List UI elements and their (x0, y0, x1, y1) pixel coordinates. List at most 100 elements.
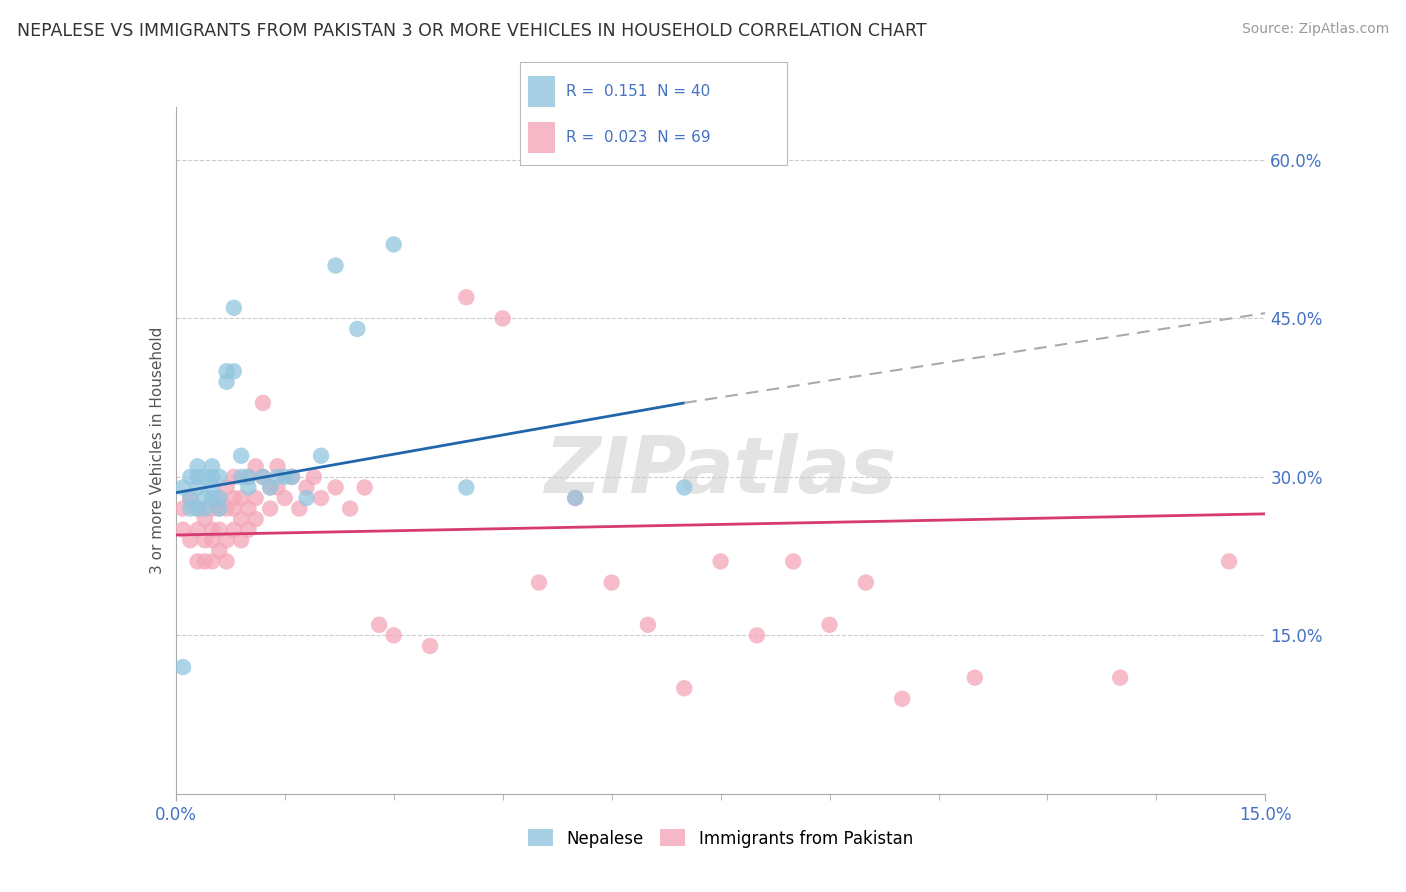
Point (288, 501, 311, 516)
Point (855, 575, 877, 590)
Point (266, 459, 288, 474)
Point (252, 396, 274, 410)
Point (194, 501, 217, 516)
Point (238, 480, 260, 494)
Point (194, 491, 217, 505)
Point (201, 491, 224, 505)
FancyBboxPatch shape (529, 76, 555, 106)
Point (492, 311, 515, 326)
Point (231, 512, 253, 526)
Point (266, 480, 288, 494)
Point (186, 480, 209, 494)
Point (259, 480, 281, 494)
Point (222, 364, 245, 378)
Point (891, 691, 914, 706)
Point (208, 491, 231, 505)
Point (1109, 671, 1132, 685)
Text: R =  0.023  N = 69: R = 0.023 N = 69 (565, 130, 710, 145)
Point (215, 554, 238, 568)
Point (274, 491, 297, 505)
Point (186, 501, 209, 516)
Point (238, 470, 260, 484)
Text: ZIPatlas: ZIPatlas (544, 433, 897, 509)
Point (201, 554, 224, 568)
Point (673, 480, 696, 494)
Point (252, 470, 274, 484)
Point (231, 533, 253, 548)
Text: Source: ZipAtlas.com: Source: ZipAtlas.com (1241, 22, 1389, 37)
Point (325, 480, 347, 494)
Point (208, 523, 231, 537)
Point (194, 470, 217, 484)
Point (231, 449, 253, 463)
Point (309, 449, 332, 463)
Point (222, 491, 245, 505)
Point (179, 491, 201, 505)
Point (963, 671, 986, 685)
Y-axis label: 3 or more Vehicles in Household: 3 or more Vehicles in Household (149, 326, 165, 574)
Point (222, 301, 245, 315)
Point (208, 491, 231, 505)
Point (222, 523, 245, 537)
Point (600, 575, 623, 590)
Point (186, 523, 209, 537)
Point (201, 459, 224, 474)
Point (208, 470, 231, 484)
Point (208, 544, 231, 558)
Point (231, 491, 253, 505)
Point (325, 259, 347, 273)
Point (252, 470, 274, 484)
Point (1218, 554, 1240, 568)
Point (456, 290, 478, 304)
Point (208, 501, 231, 516)
Point (274, 470, 297, 484)
Point (281, 470, 304, 484)
Text: R =  0.151  N = 40: R = 0.151 N = 40 (565, 84, 710, 99)
Point (382, 628, 405, 642)
Point (238, 501, 260, 516)
Point (222, 470, 245, 484)
Point (179, 491, 201, 505)
Point (201, 523, 224, 537)
Point (818, 617, 841, 632)
Point (215, 501, 238, 516)
Point (215, 480, 238, 494)
Point (215, 533, 238, 548)
Point (231, 470, 253, 484)
Point (172, 660, 194, 674)
Point (179, 533, 201, 548)
Point (201, 533, 224, 548)
Point (238, 523, 260, 537)
Point (637, 617, 659, 632)
Point (353, 480, 375, 494)
Point (281, 470, 304, 484)
Point (339, 501, 361, 516)
Point (368, 617, 391, 632)
Point (194, 533, 217, 548)
Point (245, 459, 267, 474)
Point (346, 322, 368, 336)
FancyBboxPatch shape (529, 122, 555, 153)
Point (527, 575, 550, 590)
Legend: Nepalese, Immigrants from Pakistan: Nepalese, Immigrants from Pakistan (522, 822, 920, 855)
Point (179, 470, 201, 484)
Point (172, 480, 194, 494)
Point (382, 237, 405, 252)
Point (295, 480, 318, 494)
Point (172, 523, 194, 537)
Point (194, 512, 217, 526)
Point (201, 470, 224, 484)
Point (186, 459, 209, 474)
Point (456, 480, 478, 494)
Point (419, 639, 441, 653)
Point (208, 501, 231, 516)
Point (564, 491, 586, 505)
Point (186, 470, 209, 484)
Point (245, 512, 267, 526)
Point (238, 470, 260, 484)
Point (302, 470, 325, 484)
Text: NEPALESE VS IMMIGRANTS FROM PAKISTAN 3 OR MORE VEHICLES IN HOUSEHOLD CORRELATION: NEPALESE VS IMMIGRANTS FROM PAKISTAN 3 O… (17, 22, 927, 40)
Point (215, 364, 238, 378)
Point (186, 554, 209, 568)
Point (295, 491, 318, 505)
